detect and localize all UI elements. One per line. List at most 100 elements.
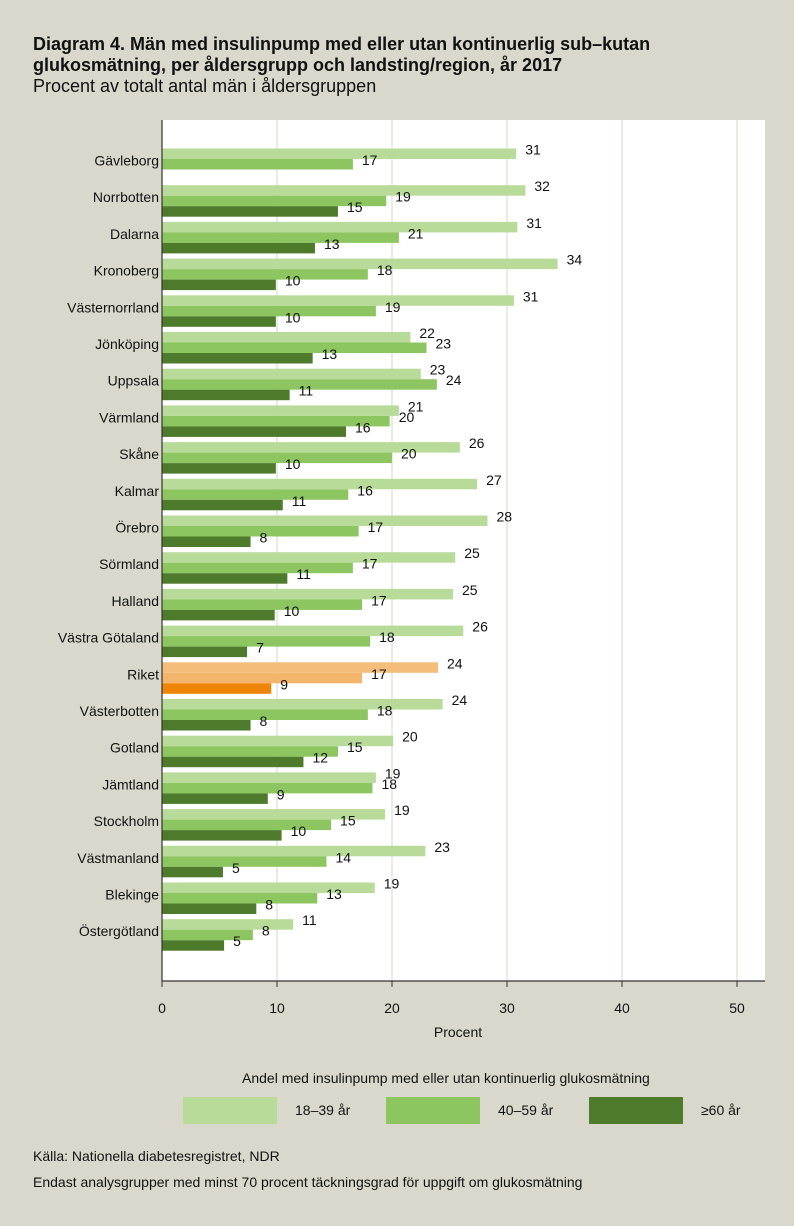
bar: [162, 866, 223, 878]
bar: [162, 368, 421, 380]
data-label: 10: [285, 456, 301, 472]
category-label: Uppsala: [108, 373, 160, 389]
bar: [162, 195, 387, 207]
bar: [162, 819, 332, 831]
bar: [162, 882, 375, 893]
data-label: 12: [312, 750, 328, 766]
data-label: 8: [260, 713, 268, 729]
bar: [162, 295, 514, 306]
bar: [162, 552, 456, 563]
bar: [162, 782, 373, 794]
data-label: 24: [446, 372, 462, 388]
bar: [162, 389, 290, 401]
data-label: 18: [379, 629, 395, 645]
data-label: 10: [284, 603, 300, 619]
bar: [162, 699, 443, 710]
bar: [162, 683, 272, 694]
data-label: 8: [265, 897, 273, 913]
value-labels: 3117321915312113341810311910222313232411…: [232, 142, 582, 950]
category-label: Riket: [127, 666, 159, 682]
data-label: 28: [496, 509, 512, 525]
bar: [162, 463, 276, 474]
x-axis-ticks: 0 10 20 30 40 50: [158, 981, 745, 1016]
data-label: 18: [377, 262, 393, 278]
bar: [162, 573, 288, 584]
data-label: 18: [377, 703, 393, 719]
bar: [162, 662, 438, 673]
data-label: 18: [381, 776, 397, 792]
data-label: 17: [362, 556, 378, 572]
data-label: 17: [362, 152, 378, 168]
tick-label: 0: [158, 1000, 166, 1016]
data-label: 15: [347, 739, 363, 755]
legend-title: Andel med insulinpump med eller utan kon…: [242, 1070, 650, 1086]
bar: [162, 735, 394, 747]
bar: [162, 159, 353, 170]
bar: [162, 929, 253, 941]
category-label: Västerbotten: [80, 703, 159, 719]
data-label: 32: [534, 178, 550, 194]
legend-item-40-59: 40–59 år: [386, 1096, 553, 1124]
data-label: 8: [260, 530, 268, 546]
bar: [162, 830, 282, 841]
category-label: Skåne: [119, 446, 159, 462]
data-label: 25: [464, 545, 480, 561]
data-label: 20: [399, 409, 415, 425]
data-label: 19: [395, 189, 411, 205]
data-label: 27: [486, 472, 502, 488]
bar: [162, 379, 437, 390]
tick-label: 20: [384, 1000, 400, 1016]
data-label: 13: [324, 236, 340, 252]
category-label: Kalmar: [115, 483, 160, 499]
legend-swatch-40-59: [386, 1096, 480, 1124]
data-label: 13: [326, 886, 342, 902]
data-label: 17: [368, 519, 384, 535]
data-label: 14: [335, 849, 351, 865]
data-label: 19: [394, 802, 410, 818]
data-label: 11: [296, 566, 311, 582]
bar: [162, 148, 517, 159]
data-label: 23: [436, 336, 452, 352]
data-label: 26: [472, 619, 488, 635]
data-label: 17: [371, 666, 387, 682]
bar: [162, 242, 315, 254]
legend-item-18-39: 18–39 år: [183, 1096, 350, 1124]
data-label: 19: [385, 299, 401, 315]
data-label: 21: [408, 398, 424, 414]
data-label: 24: [447, 655, 463, 671]
data-label: 11: [292, 493, 307, 509]
bar: [162, 415, 390, 427]
category-label: Gävleborg: [94, 153, 159, 169]
data-label: 9: [277, 786, 285, 802]
data-label: 8: [262, 923, 270, 939]
data-label: 10: [285, 273, 301, 289]
bar: [162, 515, 488, 526]
legend-label-18-39: 18–39 år: [295, 1102, 351, 1118]
data-label: 10: [291, 823, 307, 839]
legend-label-60-plus: ≥60 år: [701, 1102, 741, 1118]
data-label: 7: [256, 640, 264, 656]
data-label: 11: [302, 912, 317, 928]
bar: [162, 499, 283, 511]
category-label: Västra Götaland: [58, 630, 159, 646]
bar: [162, 316, 276, 327]
bar: [162, 772, 376, 783]
bar: [162, 609, 275, 621]
data-label: 23: [434, 839, 450, 855]
bar: [162, 279, 276, 291]
category-label: Jönköping: [95, 336, 159, 352]
bar: [162, 232, 399, 243]
bar: [162, 672, 363, 684]
x-axis-label: Procent: [434, 1024, 482, 1040]
data-label: 26: [469, 435, 485, 451]
bar: [162, 332, 411, 343]
legend-label-40-59: 40–59 år: [498, 1102, 554, 1118]
bar: [162, 636, 371, 647]
data-label: 20: [402, 729, 418, 745]
bar: [162, 809, 386, 820]
bar: [162, 478, 478, 490]
bar: [162, 426, 346, 437]
tick-label: 10: [269, 1000, 285, 1016]
data-label: 34: [567, 252, 583, 268]
bar: [162, 342, 427, 353]
